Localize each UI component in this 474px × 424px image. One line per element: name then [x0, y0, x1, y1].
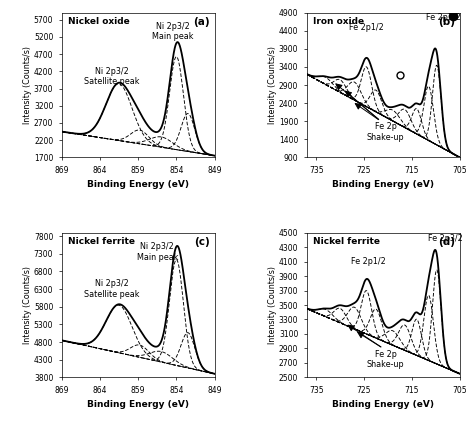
Y-axis label: Intensity (Counts/s): Intensity (Counts/s): [268, 46, 277, 124]
Text: Fe 2p
Shake-up: Fe 2p Shake-up: [367, 349, 404, 369]
X-axis label: Binding Energy (eV): Binding Energy (eV): [87, 400, 189, 409]
Text: Ni 2p3/2
Satellite peak: Ni 2p3/2 Satellite peak: [83, 279, 139, 299]
Text: (b): (b): [438, 17, 455, 27]
X-axis label: Binding Energy (eV): Binding Energy (eV): [332, 180, 434, 189]
Text: Iron oxide: Iron oxide: [313, 17, 364, 26]
Text: Fe 2p1/2: Fe 2p1/2: [352, 257, 386, 266]
X-axis label: Binding Energy (eV): Binding Energy (eV): [87, 180, 189, 189]
Text: (a): (a): [193, 17, 210, 27]
Text: Ni 2p3/2
Satellite peak: Ni 2p3/2 Satellite peak: [83, 67, 139, 86]
Text: Fe 2p1/2: Fe 2p1/2: [349, 23, 384, 32]
Text: Fe 2p3/2: Fe 2p3/2: [428, 234, 463, 243]
Text: Nickel oxide: Nickel oxide: [68, 17, 129, 26]
Text: Ni 2p3/2
Main peak: Ni 2p3/2 Main peak: [137, 243, 178, 262]
Text: Ni 2p3/2
Main peak: Ni 2p3/2 Main peak: [152, 22, 193, 42]
X-axis label: Binding Energy (eV): Binding Energy (eV): [332, 400, 434, 409]
Y-axis label: Intensity (Counts/s): Intensity (Counts/s): [23, 266, 32, 344]
Y-axis label: Intensity (Counts/s): Intensity (Counts/s): [268, 266, 277, 344]
Text: (d): (d): [438, 237, 455, 247]
Text: (c): (c): [194, 237, 210, 247]
Text: Nickel ferrite: Nickel ferrite: [313, 237, 380, 246]
Text: Fe 2p
Shake-up: Fe 2p Shake-up: [367, 123, 404, 142]
Text: Fe 2p3/2: Fe 2p3/2: [426, 13, 460, 22]
Text: Nickel ferrite: Nickel ferrite: [68, 237, 135, 246]
Y-axis label: Intensity (Counts/s): Intensity (Counts/s): [23, 46, 32, 124]
